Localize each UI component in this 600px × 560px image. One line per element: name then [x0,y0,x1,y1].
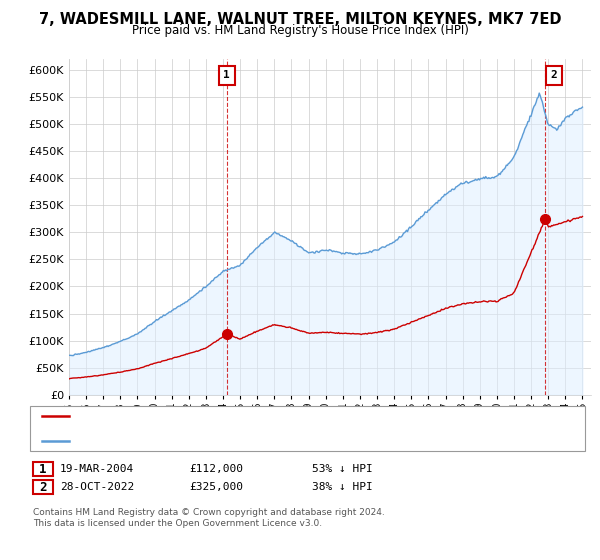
Text: HPI: Average price, detached house, Milton Keynes: HPI: Average price, detached house, Milt… [72,436,337,446]
Text: 1: 1 [39,463,47,476]
Text: 28-OCT-2022: 28-OCT-2022 [60,482,134,492]
Text: 1: 1 [223,70,230,80]
Text: 19-MAR-2004: 19-MAR-2004 [60,464,134,474]
Text: £112,000: £112,000 [189,464,243,474]
Text: Contains HM Land Registry data © Crown copyright and database right 2024.
This d: Contains HM Land Registry data © Crown c… [33,508,385,528]
Text: 7, WADESMILL LANE, WALNUT TREE, MILTON KEYNES, MK7 7ED: 7, WADESMILL LANE, WALNUT TREE, MILTON K… [39,12,561,27]
Text: 53% ↓ HPI: 53% ↓ HPI [312,464,373,474]
Text: £325,000: £325,000 [189,482,243,492]
Text: Price paid vs. HM Land Registry's House Price Index (HPI): Price paid vs. HM Land Registry's House … [131,24,469,37]
Text: 7, WADESMILL LANE, WALNUT TREE, MILTON KEYNES, MK7 7ED (detached house): 7, WADESMILL LANE, WALNUT TREE, MILTON K… [72,410,494,421]
Text: 2: 2 [39,480,47,494]
Text: 38% ↓ HPI: 38% ↓ HPI [312,482,373,492]
Text: 2: 2 [550,70,557,80]
